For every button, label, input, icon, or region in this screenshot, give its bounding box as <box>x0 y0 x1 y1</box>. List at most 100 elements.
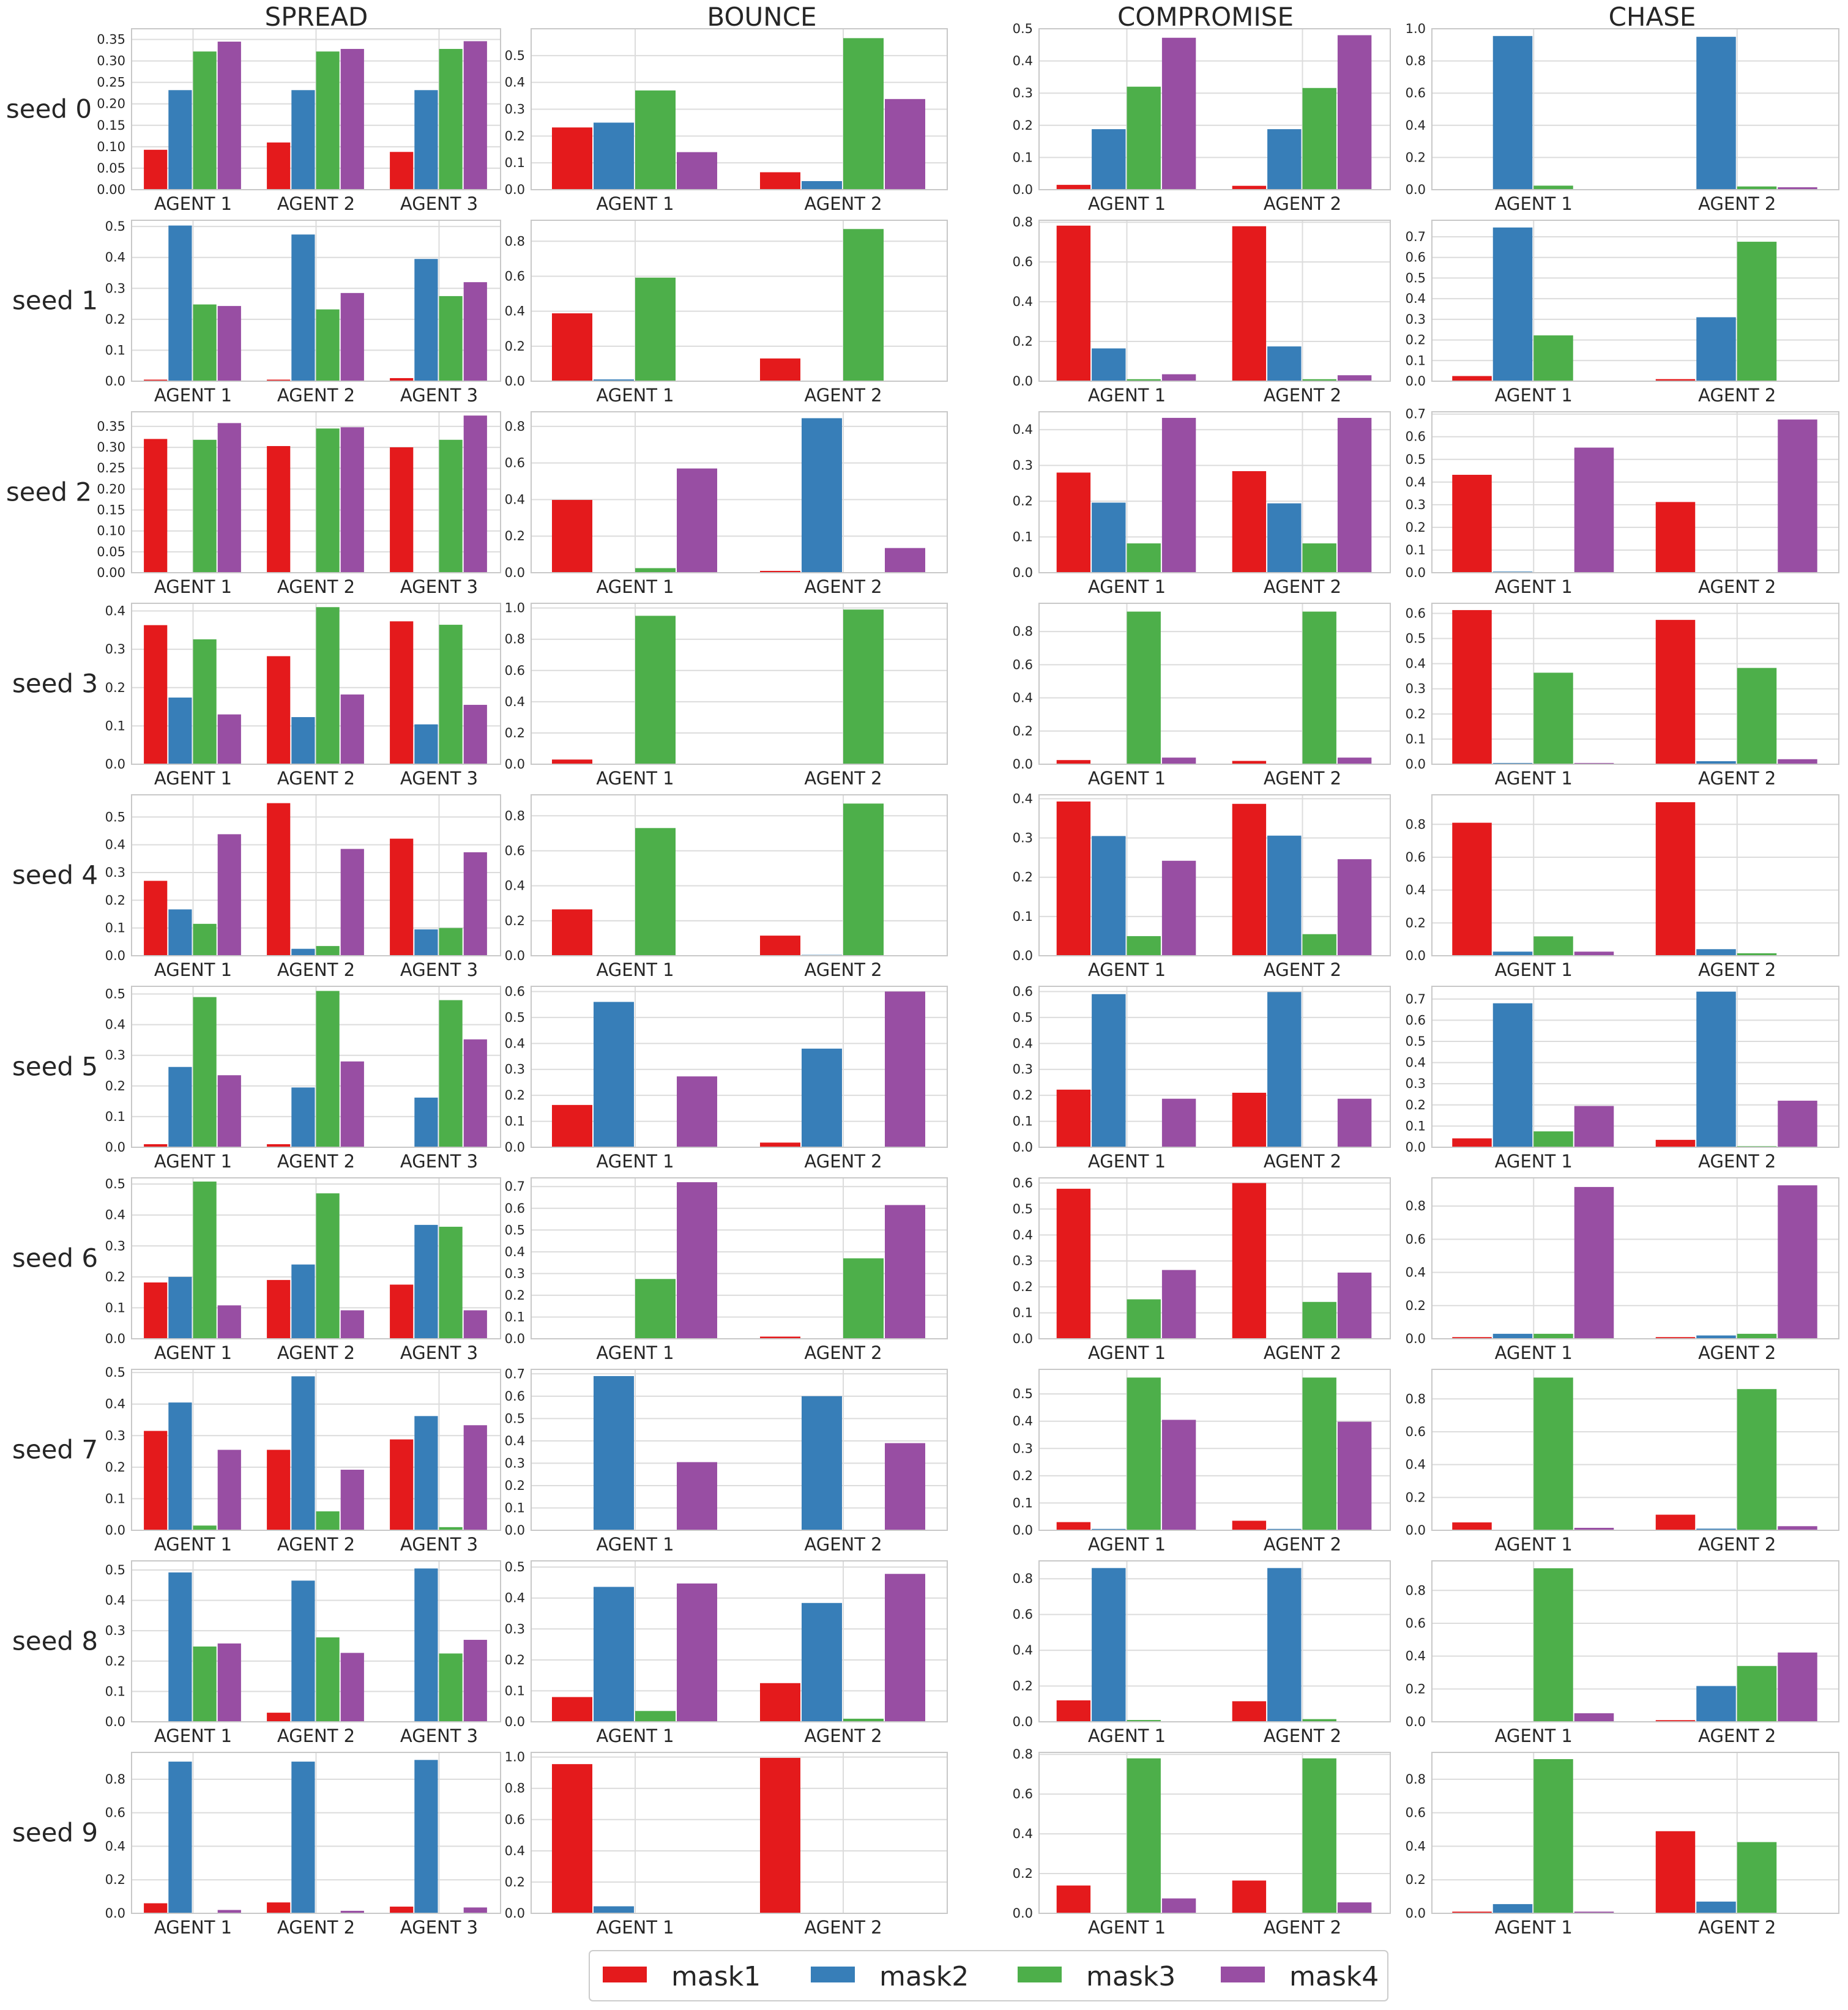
bar-mask3-agent-2 <box>1737 668 1777 764</box>
panel-bounce-seed-4: 0.0 0.2 0.4 0.6 0.8 AGENT 1 AGENT 2 <box>505 794 948 980</box>
x-tick-label: AGENT 1 <box>154 576 232 597</box>
panel-chase-seed-9: 0.0 0.2 0.4 0.6 0.8 AGENT 1 AGENT 2 <box>1406 1752 1839 1938</box>
bar-mask4-agent-2 <box>340 48 364 190</box>
bar-mask4-agent-1 <box>1574 1713 1614 1722</box>
bar-mask1-agent-2 <box>267 1713 291 1722</box>
bar-mask1-agent-1 <box>144 1282 168 1339</box>
y-tick-label: 0.3 <box>105 642 125 657</box>
panel-frame <box>131 1560 501 1722</box>
panel-chase-seed-2: 0.0 0.1 0.2 0.3 0.4 0.5 0.6 0.7 AGENT 1 AGENT 2 <box>1406 407 1839 597</box>
bar-mask4-agent-2 <box>1337 859 1372 956</box>
x-tick-label: AGENT 1 <box>1088 576 1166 597</box>
bar-mask1-agent-1 <box>552 1697 592 1722</box>
bar-mask1-agent-2 <box>760 571 800 573</box>
x-tick-label: AGENT 1 <box>596 1151 674 1172</box>
y-tick-label: 0.4 <box>1406 1839 1426 1853</box>
y-tick-label: 0.4 <box>1013 1643 1033 1658</box>
bar-mask1-agent-2 <box>267 1902 291 1913</box>
panel-spread-seed-3: 0.0 0.1 0.2 0.3 0.4 AGENT 1 AGENT 2 AGENT 3 <box>105 603 501 789</box>
bar-mask4-agent-3 <box>463 1907 487 1913</box>
bar-mask4-agent-1 <box>677 1462 717 1530</box>
y-tick-label: 0.0 <box>505 1140 525 1155</box>
panel-frame <box>531 1177 948 1339</box>
x-tick-label: AGENT 2 <box>1698 768 1776 789</box>
bar-mask4-agent-1 <box>1161 860 1196 956</box>
bar-mask4-agent-1 <box>217 714 241 764</box>
y-tick-label: 0.2 <box>105 1079 125 1093</box>
bar-mask4-agent-1 <box>677 1583 717 1722</box>
x-tick-label: AGENT 1 <box>1495 193 1573 214</box>
panel-spread-seed-6: 0.0 0.1 0.2 0.3 0.4 0.5 AGENT 1 AGENT 2 AGENT 3 <box>105 1177 501 1363</box>
bar-mask4-agent-2 <box>1337 375 1372 381</box>
bar-mask1-agent-3 <box>390 838 414 956</box>
panel-frame <box>1431 220 1839 382</box>
y-tick-label: 0.0 <box>1406 757 1426 772</box>
bar-mask2-agent-1 <box>1092 502 1126 573</box>
x-tick-label: AGENT 2 <box>277 385 355 406</box>
y-tick-label: 0.2 <box>1406 150 1426 165</box>
y-tick-label: 0.2 <box>505 1653 525 1667</box>
bar-mask1-agent-1 <box>1452 1911 1492 1913</box>
bar-mask2-agent-1 <box>594 122 634 190</box>
legend-swatch <box>811 1967 855 1982</box>
bar-mask1-agent-2 <box>267 379 291 381</box>
bar-mask1-agent-2 <box>1655 1139 1696 1147</box>
bar-mask4-agent-1 <box>1161 1420 1196 1530</box>
panel-bounce-seed-2: 0.0 0.2 0.4 0.6 0.8 AGENT 1 AGENT 2 <box>505 411 948 597</box>
y-tick-label: 0.0 <box>1406 1523 1426 1538</box>
legend-item-mask2: mask2 <box>811 1961 969 1992</box>
x-tick-label: AGENT 1 <box>1088 1534 1166 1555</box>
bar-mask2-agent-1 <box>168 1762 192 1913</box>
panel-spread-seed-4: 0.0 0.1 0.2 0.3 0.4 0.5 AGENT 1 AGENT 2 AGENT 3 <box>105 794 501 980</box>
bar-mask1-agent-2 <box>760 1683 800 1722</box>
bar-mask2-agent-2 <box>291 1264 315 1339</box>
column-title: COMPROMISE <box>1117 2 1294 32</box>
y-tick-label: 0.6 <box>1406 1616 1426 1631</box>
y-tick-label: 0.0 <box>1013 182 1033 197</box>
bar-mask1-agent-1 <box>1056 1188 1091 1339</box>
x-tick-label: AGENT 1 <box>154 385 232 406</box>
bar-mask4-agent-2 <box>885 1443 925 1530</box>
bar-mask1-agent-1 <box>1056 1700 1091 1722</box>
bar-mask2-agent-1 <box>168 909 192 956</box>
panel-frame <box>1038 28 1391 190</box>
y-tick-label: 0.2 <box>1013 1279 1033 1294</box>
y-tick-label: 0.6 <box>505 1812 525 1827</box>
bar-mask2-agent-1 <box>1492 35 1533 190</box>
legend-swatch <box>1221 1967 1265 1982</box>
bar-mask1-agent-2 <box>760 172 800 190</box>
bar-mask4-agent-1 <box>1161 1270 1196 1339</box>
x-tick-label: AGENT 1 <box>596 576 674 597</box>
panel-bounce-seed-1: 0.0 0.2 0.4 0.6 0.8 AGENT 1 AGENT 2 <box>505 220 948 406</box>
bar-mask4-agent-2 <box>340 849 364 956</box>
y-tick-label: 0.5 <box>105 1365 125 1380</box>
y-tick-label: 0.5 <box>1406 1034 1426 1049</box>
y-tick-label: 0.6 <box>505 456 525 471</box>
bar-mask3-agent-2 <box>1737 1666 1777 1722</box>
y-tick-label: 0.3 <box>505 1456 525 1470</box>
bar-mask3-agent-1 <box>193 439 217 573</box>
y-tick-label: 0.2 <box>1013 494 1033 508</box>
bar-mask3-agent-2 <box>1737 186 1777 190</box>
bar-mask3-agent-1 <box>193 304 217 381</box>
bar-mask1-agent-2 <box>1655 379 1696 381</box>
y-tick-label: 0.2 <box>1406 1490 1426 1505</box>
y-tick-label: 0.4 <box>105 1839 125 1853</box>
y-tick-label: 1.0 <box>505 601 525 616</box>
bar-mask1-agent-2 <box>760 358 800 381</box>
legend: mask1 mask2 mask3 mask4 <box>589 1950 1388 2001</box>
bar-mask3-agent-2 <box>316 607 340 764</box>
panel-frame <box>131 603 501 765</box>
bar-mask2-agent-1 <box>168 1066 192 1147</box>
panel-chase-seed-0: 0.0 0.2 0.4 0.6 0.8 1.0 AGENT 1 AGENT 2 <box>1406 21 1839 214</box>
bar-mask1-agent-3 <box>390 447 414 573</box>
bar-mask1-agent-1 <box>144 439 168 573</box>
y-tick-label: 0.3 <box>505 1266 525 1281</box>
y-tick-label: 0.05 <box>97 161 125 176</box>
y-tick-label: 0.3 <box>505 1621 525 1636</box>
bar-mask3-agent-2 <box>1302 611 1336 764</box>
bar-mask4-agent-1 <box>217 1910 241 1913</box>
y-tick-label: 0.1 <box>1013 530 1033 545</box>
bar-mask2-agent-2 <box>1696 761 1736 764</box>
bar-mask4-agent-1 <box>1161 374 1196 381</box>
